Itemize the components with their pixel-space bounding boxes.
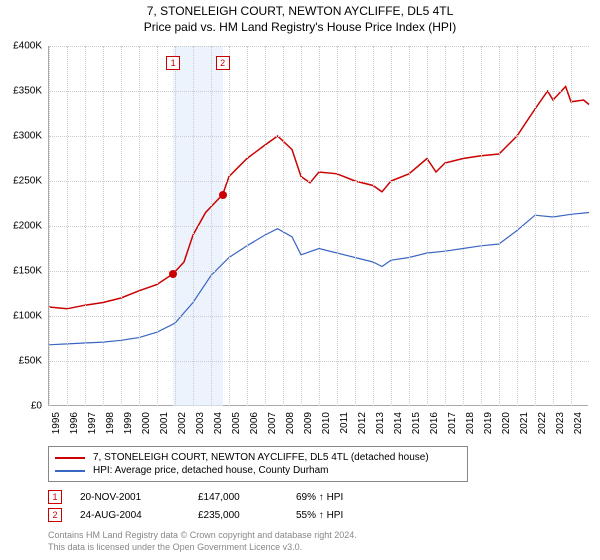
sale-point xyxy=(169,270,177,278)
x-tick-label: 2007 xyxy=(267,412,278,434)
x-tick-label: 2014 xyxy=(393,412,404,434)
x-tick-label: 2008 xyxy=(285,412,296,434)
plot-area: 12 xyxy=(48,46,588,406)
x-tick-label: 2000 xyxy=(141,412,152,434)
footer-line2: This data is licensed under the Open Gov… xyxy=(48,542,568,554)
x-tick-label: 2015 xyxy=(411,412,422,434)
x-tick-label: 2005 xyxy=(231,412,242,434)
y-tick-label: £200K xyxy=(13,221,42,232)
x-tick-label: 2017 xyxy=(447,412,458,434)
x-tick-label: 2021 xyxy=(519,412,530,434)
x-axis: 1995 1996 1997 1998 1999 2000 2001 2002 2003 2004… xyxy=(48,408,588,448)
title-address: 7, STONELEIGH COURT, NEWTON AYCLIFFE, DL… xyxy=(0,4,600,18)
transaction-num-box: 1 xyxy=(48,490,62,504)
x-tick-label: 2013 xyxy=(375,412,386,434)
x-tick-label: 1996 xyxy=(69,412,80,434)
y-tick-label: £250K xyxy=(13,176,42,187)
y-axis: £0£50K£100K£150K£200K£250K£300K£350K£400… xyxy=(0,46,44,406)
x-tick-label: 2012 xyxy=(357,412,368,434)
y-tick-label: £0 xyxy=(31,401,42,412)
transaction-date: 24-AUG-2004 xyxy=(80,510,180,521)
x-tick-label: 2009 xyxy=(303,412,314,434)
x-tick-label: 2018 xyxy=(465,412,476,434)
footer-attribution: Contains HM Land Registry data © Crown c… xyxy=(48,530,568,553)
transaction-pct: 55% ↑ HPI xyxy=(296,510,386,521)
x-tick-label: 2004 xyxy=(213,412,224,434)
title-subtitle: Price paid vs. HM Land Registry's House … xyxy=(0,20,600,34)
x-tick-label: 2002 xyxy=(177,412,188,434)
legend-swatch xyxy=(55,457,85,459)
sale-marker-box: 1 xyxy=(166,56,180,70)
x-tick-label: 2011 xyxy=(339,412,350,434)
legend-row: HPI: Average price, detached house, Coun… xyxy=(55,464,461,477)
sale-point xyxy=(219,191,227,199)
x-tick-label: 1997 xyxy=(87,412,98,434)
x-tick-label: 1999 xyxy=(123,412,134,434)
x-tick-label: 2023 xyxy=(555,412,566,434)
x-tick-label: 2010 xyxy=(321,412,332,434)
x-tick-label: 2016 xyxy=(429,412,440,434)
transaction-price: £147,000 xyxy=(198,492,278,503)
chart-area: 12 xyxy=(48,46,588,406)
x-tick-label: 1995 xyxy=(51,412,62,434)
y-tick-label: £50K xyxy=(19,356,42,367)
x-tick-label: 2022 xyxy=(537,412,548,434)
x-tick-label: 2024 xyxy=(573,412,584,434)
y-tick-label: £400K xyxy=(13,41,42,52)
x-tick-label: 2020 xyxy=(501,412,512,434)
x-tick-label: 2006 xyxy=(249,412,260,434)
x-tick-label: 2003 xyxy=(195,412,206,434)
footer-line1: Contains HM Land Registry data © Crown c… xyxy=(48,530,568,542)
transaction-date: 20-NOV-2001 xyxy=(80,492,180,503)
y-tick-label: £150K xyxy=(13,266,42,277)
sale-marker-box: 2 xyxy=(216,56,230,70)
y-tick-label: £300K xyxy=(13,131,42,142)
legend-label: HPI: Average price, detached house, Coun… xyxy=(93,465,329,476)
transactions-table: 1 20-NOV-2001 £147,000 69% ↑ HPI 2 24-AUG-200… xyxy=(48,488,548,524)
transaction-row: 2 24-AUG-2004 £235,000 55% ↑ HPI xyxy=(48,506,548,524)
transaction-num-box: 2 xyxy=(48,508,62,522)
x-tick-label: 2019 xyxy=(483,412,494,434)
legend-row: 7, STONELEIGH COURT, NEWTON AYCLIFFE, DL… xyxy=(55,451,461,464)
y-tick-label: £100K xyxy=(13,311,42,322)
x-tick-label: 1998 xyxy=(105,412,116,434)
transaction-price: £235,000 xyxy=(198,510,278,521)
chart-titles: 7, STONELEIGH COURT, NEWTON AYCLIFFE, DL… xyxy=(0,0,600,34)
y-tick-label: £350K xyxy=(13,86,42,97)
legend-label: 7, STONELEIGH COURT, NEWTON AYCLIFFE, DL… xyxy=(93,452,429,463)
legend: 7, STONELEIGH COURT, NEWTON AYCLIFFE, DL… xyxy=(48,446,468,482)
x-tick-label: 2001 xyxy=(159,412,170,434)
transaction-pct: 69% ↑ HPI xyxy=(296,492,386,503)
transaction-row: 1 20-NOV-2001 £147,000 69% ↑ HPI xyxy=(48,488,548,506)
legend-swatch xyxy=(55,470,85,472)
